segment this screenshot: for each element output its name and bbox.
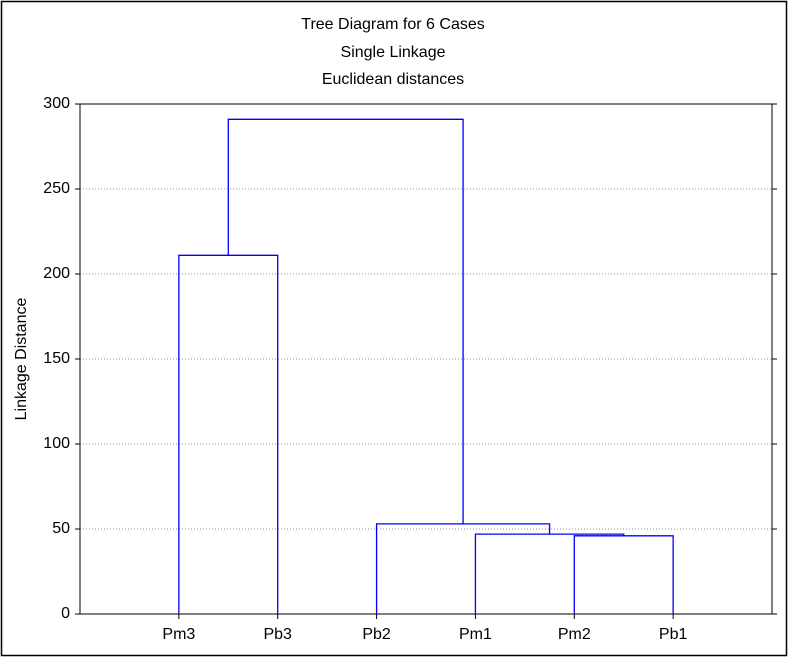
y-tick-label: 200 — [43, 265, 70, 282]
y-axis-label: Linkage Distance — [13, 298, 30, 421]
y-tick-label: 100 — [43, 435, 70, 452]
x-tick-label: Pb1 — [659, 626, 688, 643]
y-tick-label: 250 — [43, 180, 70, 197]
chart-title: Tree Diagram for 6 Cases — [301, 16, 484, 33]
x-tick-label: Pm1 — [459, 626, 492, 643]
chart-subtitle: Single Linkage — [341, 44, 446, 61]
plot-area — [79, 103, 773, 615]
dendrogram-link — [227, 118, 464, 524]
y-tick-label: 300 — [43, 95, 70, 112]
x-tick-label: Pb2 — [362, 626, 391, 643]
chart-subtitle: Euclidean distances — [322, 71, 464, 88]
y-tick-label: 50 — [52, 520, 70, 537]
x-tick-label: Pb3 — [263, 626, 292, 643]
y-tick-label: 150 — [43, 350, 70, 367]
x-tick-label: Pm2 — [558, 626, 591, 643]
y-tick-label: 0 — [61, 605, 70, 622]
x-tick-label: Pm3 — [162, 626, 195, 643]
